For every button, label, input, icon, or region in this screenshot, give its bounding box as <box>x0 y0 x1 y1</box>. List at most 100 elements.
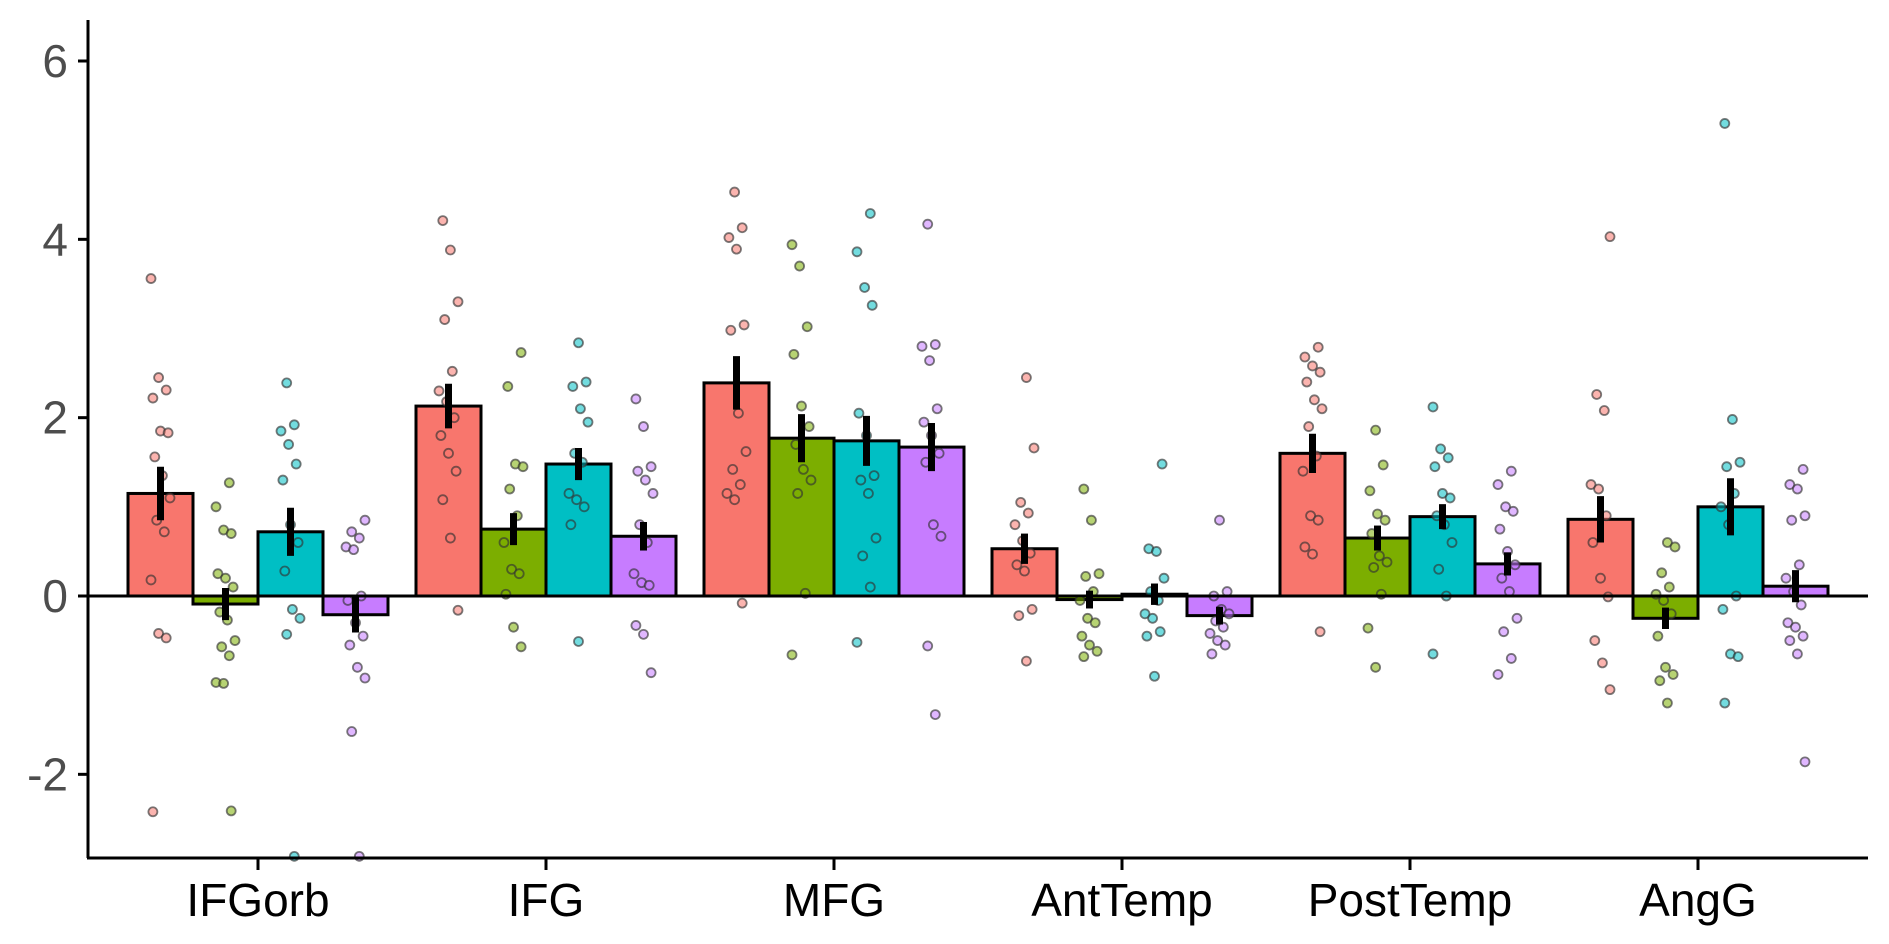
data-point <box>147 806 159 818</box>
data-point <box>452 604 464 616</box>
data-point <box>1507 505 1519 517</box>
data-point <box>645 667 657 679</box>
data-point <box>1591 389 1603 400</box>
data-point <box>344 639 356 651</box>
data-point <box>160 632 172 644</box>
data-point <box>437 494 449 506</box>
data-point <box>1784 479 1796 490</box>
x-tick-label: IFGorb <box>186 874 329 926</box>
data-point <box>736 597 748 609</box>
data-point <box>805 474 817 486</box>
data-point <box>158 526 170 538</box>
data-point <box>223 477 235 489</box>
data-point <box>223 650 235 662</box>
data-point <box>1019 565 1030 577</box>
data-point <box>210 501 222 513</box>
data-point <box>738 319 750 331</box>
data-point <box>582 416 594 428</box>
data-point <box>1307 548 1318 560</box>
data-point <box>918 416 930 428</box>
data-point <box>515 641 527 653</box>
data-point <box>736 222 748 234</box>
data-point <box>1078 483 1090 495</box>
data-point <box>1721 461 1733 473</box>
data-point <box>647 488 659 499</box>
data-point <box>1505 653 1517 664</box>
data-point <box>220 572 231 584</box>
data-point <box>1727 414 1738 425</box>
data-point <box>857 550 869 562</box>
data-point <box>1022 507 1034 519</box>
data-point <box>916 340 928 352</box>
data-point <box>1505 465 1517 477</box>
data-point <box>164 492 176 504</box>
data-point <box>1598 405 1610 416</box>
data-point <box>1013 610 1025 622</box>
data-point <box>1078 651 1090 663</box>
data-point <box>502 381 514 392</box>
data-point <box>859 282 870 293</box>
data-point <box>1377 459 1389 471</box>
data-point <box>281 628 293 640</box>
data-point <box>855 474 867 486</box>
data-point <box>1086 514 1097 526</box>
data-point <box>1364 485 1376 497</box>
data-point <box>929 339 941 350</box>
data-point <box>517 461 529 473</box>
data-point <box>439 314 451 325</box>
data-point <box>729 494 740 506</box>
data-point <box>1084 639 1095 651</box>
data-point <box>145 273 157 284</box>
data-point <box>922 218 934 230</box>
data-point <box>933 447 945 459</box>
data-point <box>346 726 358 737</box>
data-point <box>212 568 224 580</box>
data-point <box>1011 559 1023 571</box>
data-point <box>1427 648 1439 660</box>
data-point <box>1593 483 1604 495</box>
x-tick-label: IFG <box>508 874 585 926</box>
data-point <box>1719 118 1731 129</box>
data-point <box>786 239 798 251</box>
data-point <box>452 296 464 308</box>
data-point <box>1021 372 1032 383</box>
data-point <box>1667 669 1679 680</box>
data-point <box>1316 403 1328 415</box>
data-point <box>359 672 371 684</box>
data-point <box>796 400 807 412</box>
data-point <box>348 544 360 556</box>
data-point <box>225 805 237 817</box>
data-point <box>1154 626 1166 638</box>
data-point <box>630 393 642 405</box>
data-point <box>353 850 365 862</box>
data-point <box>870 532 882 544</box>
data-point <box>1799 510 1811 522</box>
data-point <box>935 530 947 542</box>
data-point <box>450 465 462 477</box>
data-point <box>1587 537 1599 548</box>
data-point <box>1082 612 1093 624</box>
data-point <box>359 514 371 526</box>
data-point <box>508 621 519 633</box>
y-tick-label: 0 <box>42 570 68 622</box>
data-point <box>279 565 291 577</box>
data-point <box>1429 461 1441 473</box>
data-point <box>1214 514 1225 526</box>
data-point <box>1219 639 1231 651</box>
x-axis-labels: IFGorb IFG MFG AntTemp PostTemp AngG <box>186 858 1757 926</box>
data-point <box>277 474 289 486</box>
data-point <box>1370 424 1381 436</box>
bar <box>1278 451 1347 598</box>
data-point <box>573 337 584 349</box>
data-point <box>1021 655 1032 667</box>
data-point <box>1314 626 1326 638</box>
data-point <box>218 677 230 689</box>
data-point <box>632 465 644 477</box>
data-point <box>1223 608 1235 620</box>
data-point <box>513 568 525 580</box>
data-point <box>446 365 458 377</box>
data-point <box>1381 556 1393 568</box>
data-point <box>1158 572 1170 584</box>
data-point <box>283 439 295 450</box>
